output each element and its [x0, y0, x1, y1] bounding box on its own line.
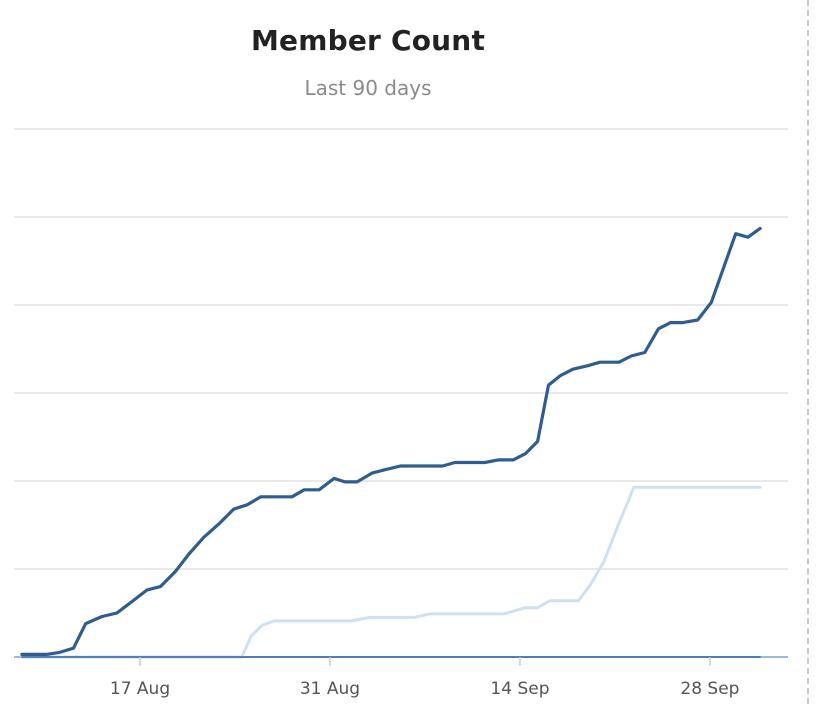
series-line-1: [20, 226, 762, 657]
x-tick-label: 28 Sep: [680, 679, 739, 699]
x-axis: 17 Aug 31 Aug 14 Sep 28 Sep: [110, 657, 739, 699]
x-tick-label: 31 Aug: [300, 679, 360, 699]
series-line-2: [20, 485, 762, 659]
gridlines: [14, 128, 788, 658]
x-tick-label: 17 Aug: [110, 679, 170, 699]
chart-title: Member Count: [250, 24, 486, 57]
chart-subtitle: Last 90 days: [304, 76, 432, 100]
x-tick-label: 14 Sep: [490, 679, 549, 699]
panel-divider: [807, 0, 809, 704]
series-lines: [20, 226, 762, 659]
